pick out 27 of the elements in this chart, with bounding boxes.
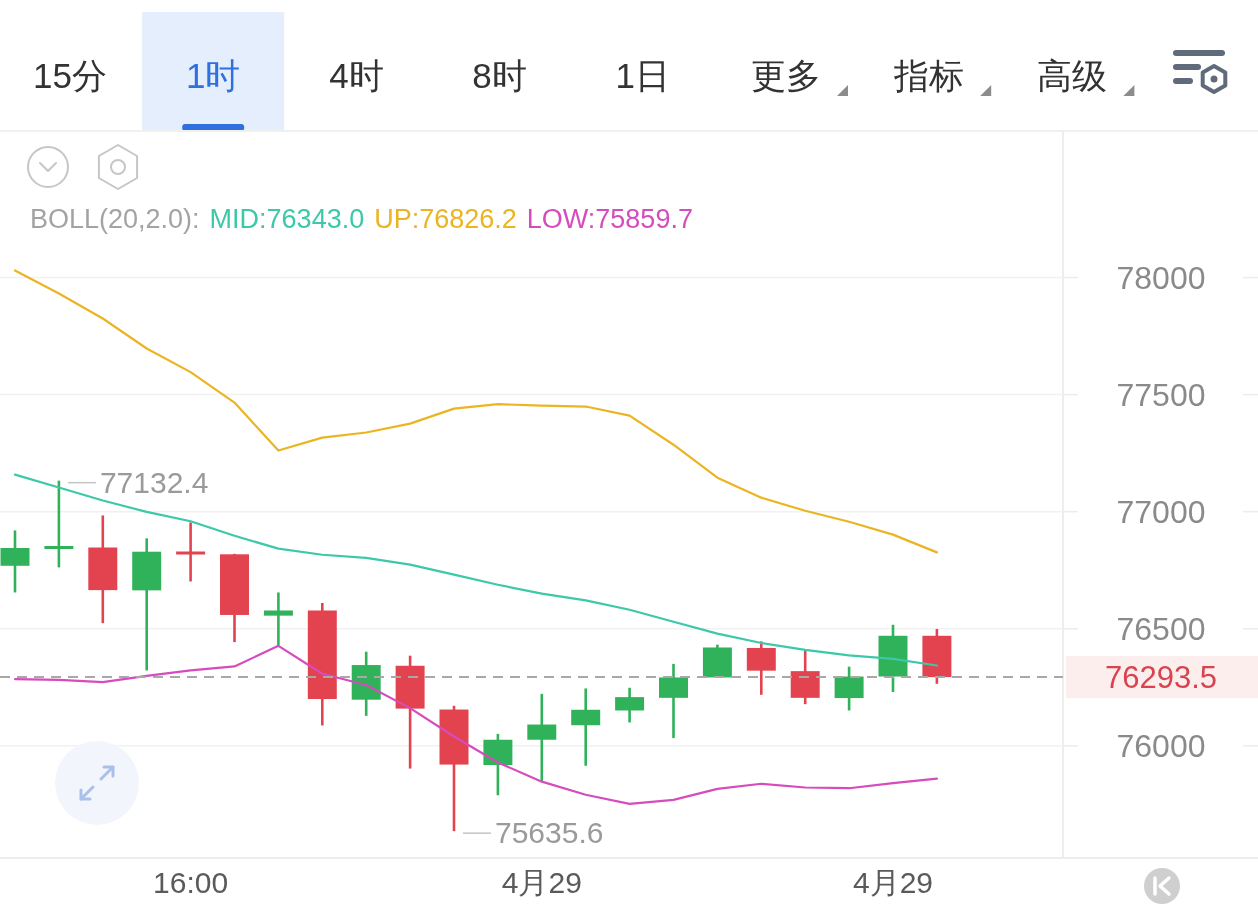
text: 76293.5 <box>1104 660 1218 696</box>
text: 1时 <box>185 56 241 95</box>
text: 15分 <box>33 56 107 95</box>
y-tick-label: 77500 <box>1116 377 1206 414</box>
candlestick <box>176 521 206 583</box>
candlestick <box>263 591 293 647</box>
y-tick-label: 76500 <box>1116 611 1206 648</box>
text: 指标 <box>893 56 965 95</box>
x-tick-label: 16:00 <box>153 866 229 899</box>
text: 更多 <box>751 56 821 95</box>
line-series <box>13 644 938 806</box>
text: 4时 <box>329 56 384 95</box>
text: 8时 <box>472 56 527 95</box>
y-tick-label: 78000 <box>1116 260 1206 297</box>
text: 1日 <box>615 56 671 95</box>
candlestick <box>44 479 74 569</box>
annotation: 77132.4 <box>99 465 209 499</box>
x-tick-label: 4月29 <box>852 866 934 899</box>
x-tick-label: 4月29 <box>501 866 582 899</box>
legend: BOLL(20,2.0): MID:76343.0 UP:76826.2 LOW:75859.7 <box>30 204 693 234</box>
annotation: 75635.6 <box>495 816 604 850</box>
text: 高级 <box>1037 56 1108 95</box>
y-tick-label: 77000 <box>1116 494 1206 531</box>
line-series <box>13 269 938 554</box>
y-tick-label: 76000 <box>1116 728 1206 765</box>
candlestick <box>527 692 557 784</box>
line-series <box>13 473 938 667</box>
